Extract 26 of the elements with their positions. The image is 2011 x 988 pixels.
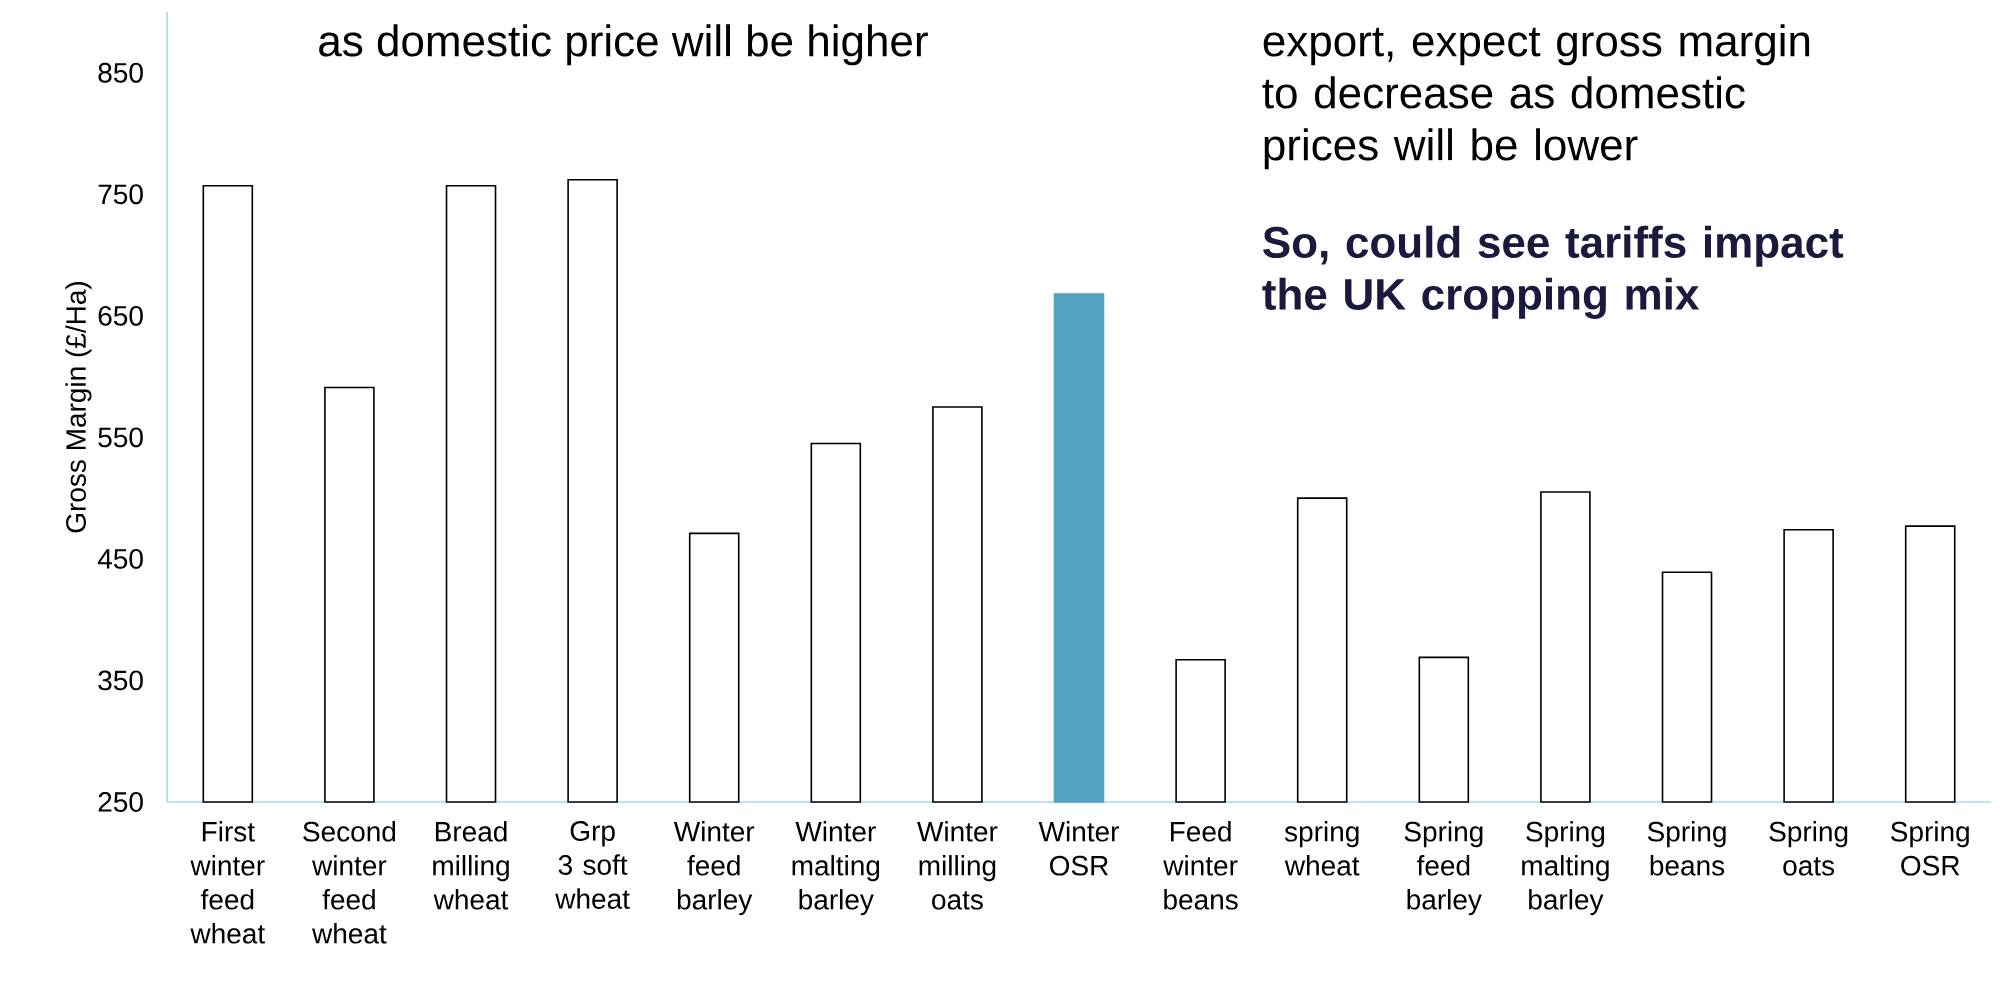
y-tick-label: 250 — [98, 792, 143, 812]
y-tick-label: 750 — [98, 184, 143, 205]
annotation: So, could see tariffs impact the UK cropping mix — [1262, 225, 1844, 319]
x-tick-label: Spring feed barley — [1404, 821, 1483, 916]
x-tick-label: First winter feed wheat — [190, 821, 265, 944]
x-tick-label: Winter OSR — [1038, 821, 1120, 876]
y-tick-label: 650 — [98, 305, 143, 326]
x-tick-label: Winter milling oats — [917, 821, 998, 910]
y-tick-label: 550 — [98, 427, 143, 448]
y-tick-label: 450 — [97, 548, 143, 569]
annotation: export, expect gross margin to decrease as domestic prices will be lower — [1262, 24, 1810, 170]
x-tick-label: Second winter feed wheat — [303, 821, 396, 944]
x-tick-label: Spring malting barley — [1522, 821, 1609, 916]
x-tick-label: Bread milling wheat — [433, 821, 509, 910]
x-tick-label: Winter feed barley — [673, 821, 755, 916]
x-tick-label: Grp 3 soft wheat — [555, 821, 630, 909]
x-tick-label: spring wheat — [1284, 821, 1360, 876]
y-axis-title: Gross Margin (£/Ha) — [65, 281, 92, 533]
y-tick-label: 350 — [98, 670, 143, 691]
annotation: as domestic price will be higher — [319, 24, 928, 66]
x-tick-label: Spring OSR — [1891, 821, 1969, 876]
x-tick-label: Spring oats — [1769, 821, 1848, 876]
x-tick-label: Spring beans — [1647, 821, 1726, 876]
x-tick-label: Feed winter beans — [1163, 821, 1238, 910]
y-tick-label: 850 — [98, 62, 143, 83]
x-tick-label: Winter malting barley — [792, 821, 880, 916]
